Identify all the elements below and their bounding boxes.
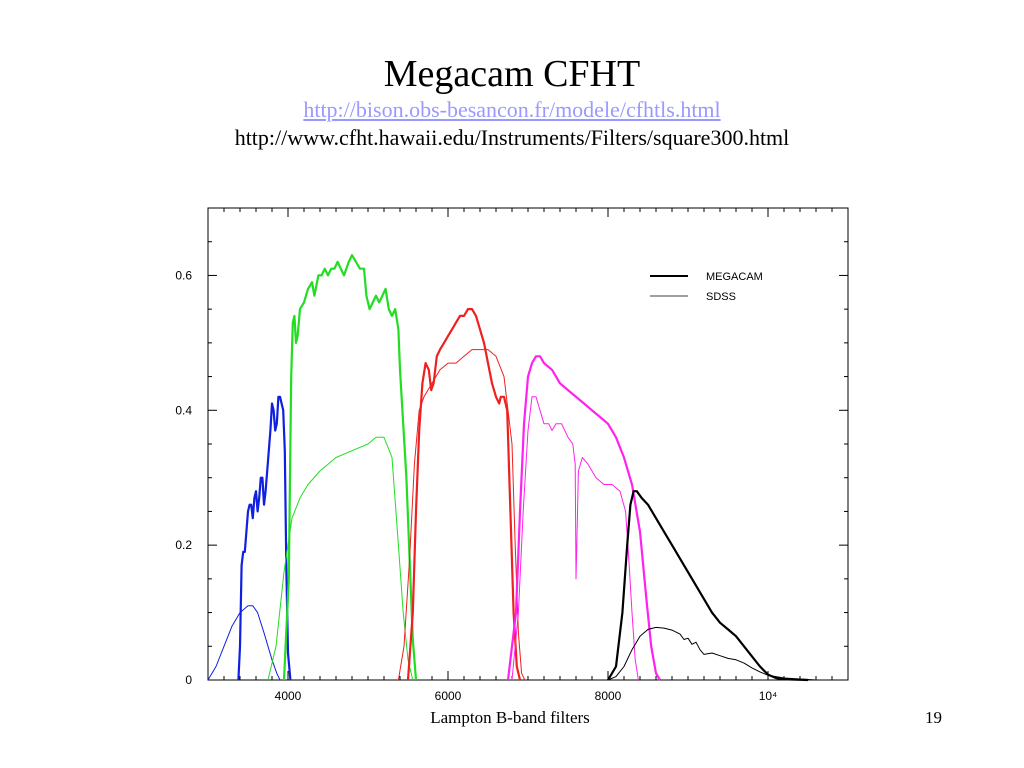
legend-label-sdss: SDSS <box>706 291 736 303</box>
series-r-sdss <box>397 349 526 681</box>
series-r-megacam <box>406 308 522 681</box>
series-g-sdss <box>267 436 414 681</box>
x-tick-label: 6000 <box>435 689 462 703</box>
cfht-filters-url: http://www.cfht.hawaii.edu/Instruments/F… <box>234 125 790 150</box>
y-tick-label: 0.6 <box>175 268 192 282</box>
series-g-megacam <box>282 254 418 681</box>
y-tick-label: 0.4 <box>175 403 192 417</box>
series-z-sdss <box>607 626 817 681</box>
x-tick-label: 10⁴ <box>759 689 778 703</box>
series-i-sdss <box>511 396 639 681</box>
slide-header: Megacam CFHT http://bison.obs-besancon.f… <box>0 52 1024 152</box>
chart-svg: 4000 6000 8000 10⁴ 0 0.2 0.4 0.6 MEGACAM SDSS <box>175 207 849 703</box>
slide-footer: Lampton B-band filters <box>430 708 590 727</box>
legend-label-megacam: MEGACAM <box>706 271 763 283</box>
series-z-megacam <box>607 490 809 682</box>
x-tick-label: 4000 <box>275 689 302 703</box>
series-u-sdss <box>207 605 281 681</box>
y-tick-label: 0 <box>185 673 192 687</box>
slide-number: 19 <box>925 708 942 727</box>
x-tick-label: 8000 <box>595 689 622 703</box>
series-i-megacam <box>506 355 661 681</box>
series-u-megacam <box>237 395 292 681</box>
filter-transmission-chart: 4000 6000 8000 10⁴ 0 0.2 0.4 0.6 MEGACAM SDSS <box>160 196 860 706</box>
y-tick-label: 0.2 <box>175 538 192 552</box>
bison-link[interactable]: http://bison.obs-besancon.fr/modele/cfht… <box>303 97 721 122</box>
slide-title: Megacam CFHT <box>383 53 641 95</box>
